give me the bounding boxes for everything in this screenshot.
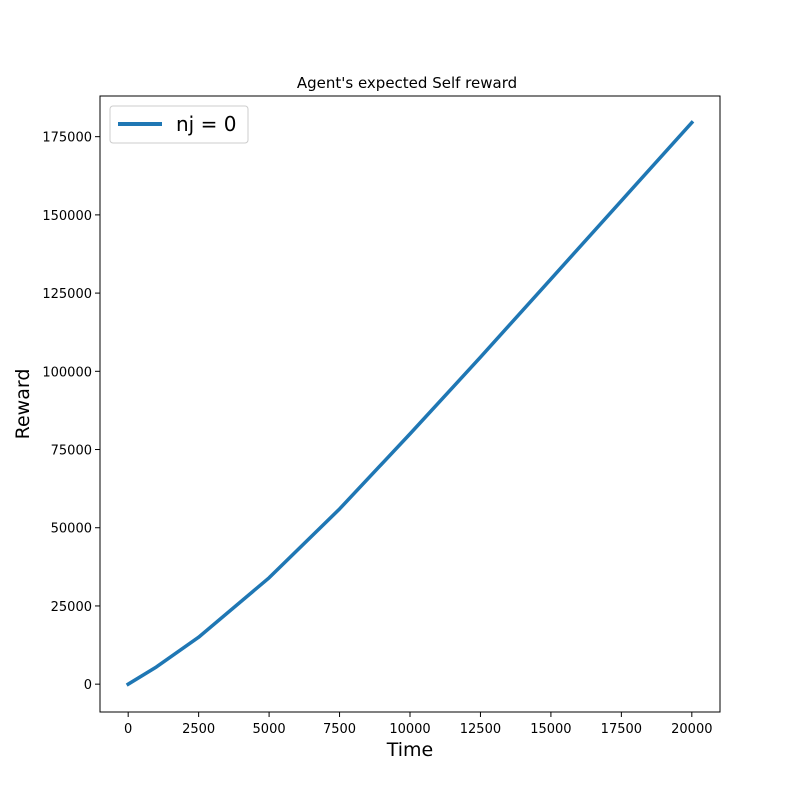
y-tick-label: 50000 — [51, 522, 92, 537]
x-tick-label: 15000 — [530, 722, 571, 737]
x-tick-label: 20000 — [671, 722, 712, 737]
y-tick-label: 175000 — [42, 131, 92, 146]
y-tick-label: 0 — [84, 678, 92, 693]
x-tick-label: 10000 — [389, 722, 430, 737]
y-tick-label: 125000 — [42, 287, 92, 302]
y-tick-label: 75000 — [51, 444, 92, 459]
x-tick-label: 12500 — [460, 722, 501, 737]
x-tick-label: 0 — [124, 722, 132, 737]
y-axis-title: Reward — [12, 369, 34, 440]
y-tick-label: 150000 — [42, 209, 92, 224]
chart-title: Agent's expected Self reward — [297, 74, 517, 92]
y-axis: 0 25000 50000 75000 100000 125000 150000 175000 — [42, 131, 100, 693]
x-axis: 0 2500 5000 7500 10000 12500 15000 17500 20000 — [124, 712, 712, 737]
y-tick-label: 100000 — [42, 365, 92, 380]
x-tick-label: 17500 — [601, 722, 642, 737]
x-tick-label: 5000 — [253, 722, 286, 737]
legend: nj = 0 — [109, 105, 249, 144]
plot-frame — [99, 95, 721, 713]
series-line-0 — [125, 120, 695, 687]
x-tick-label: 7500 — [323, 722, 356, 737]
x-axis-title: Time — [386, 739, 434, 761]
legend-box — [109, 105, 249, 144]
y-tick-label: 25000 — [51, 600, 92, 615]
plot-area — [125, 120, 695, 687]
x-tick-label: 2500 — [182, 722, 215, 737]
legend-label-nj-0: nj = 0 — [176, 112, 236, 136]
